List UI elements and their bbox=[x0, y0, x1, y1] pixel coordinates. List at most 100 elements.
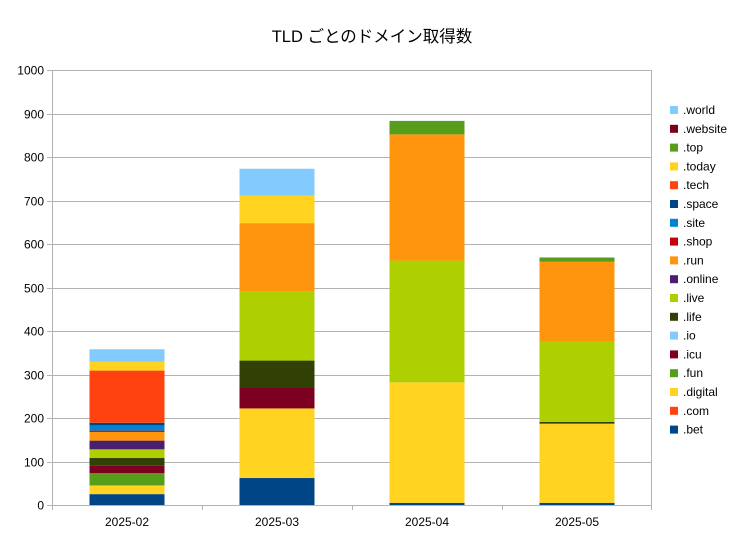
chart-title: TLD ごとのドメイン取得数 bbox=[272, 27, 473, 46]
bar-segment bbox=[539, 423, 615, 503]
legend-item: .website bbox=[670, 122, 727, 136]
legend-item: .site bbox=[670, 216, 705, 230]
legend-swatch bbox=[670, 181, 678, 190]
legend-label: .run bbox=[683, 253, 704, 267]
bar-segment bbox=[89, 494, 165, 505]
bar-segment bbox=[239, 387, 315, 409]
legend-swatch bbox=[670, 388, 678, 396]
y-tick-label: 500 bbox=[24, 282, 44, 296]
legend-item: .online bbox=[670, 272, 719, 286]
bar-segment bbox=[239, 290, 315, 361]
legend-item: .life bbox=[670, 310, 702, 324]
bar-segment bbox=[389, 502, 465, 505]
legend-item: .live bbox=[670, 291, 705, 305]
x-tick-label: 2025-02 bbox=[105, 515, 149, 529]
legend-item: .world bbox=[670, 103, 715, 117]
bar-segment bbox=[89, 349, 165, 362]
bar-segment bbox=[539, 421, 615, 424]
x-tick-label: 2025-05 bbox=[555, 515, 599, 529]
bar-segment bbox=[539, 261, 615, 342]
legend-item: .digital bbox=[670, 385, 718, 399]
legend-swatch bbox=[670, 425, 678, 434]
bar-segment bbox=[539, 341, 615, 422]
legend-swatch bbox=[670, 124, 678, 133]
legend-swatch bbox=[670, 331, 678, 340]
bar-segment bbox=[539, 502, 615, 505]
bar-segment bbox=[89, 430, 165, 432]
legend-label: .site bbox=[683, 216, 705, 230]
bar-segment bbox=[539, 257, 615, 262]
y-tick-label: 200 bbox=[24, 412, 44, 426]
legend-label: .tech bbox=[683, 178, 709, 192]
legend-item: .bet bbox=[670, 423, 704, 437]
bar-segment bbox=[89, 458, 165, 466]
legend-label: .icu bbox=[683, 347, 702, 361]
bar-segment bbox=[389, 382, 465, 503]
bar-segment bbox=[239, 223, 315, 291]
bar-segment bbox=[239, 195, 315, 224]
y-tick-label: 600 bbox=[24, 238, 44, 252]
legend-item: .space bbox=[670, 197, 719, 211]
legend-label: .space bbox=[683, 197, 719, 211]
legend-label: .life bbox=[683, 310, 702, 324]
bar-segment bbox=[89, 422, 165, 426]
legend-label: .online bbox=[683, 272, 719, 286]
x-tick-label: 2025-03 bbox=[255, 515, 299, 529]
legend-swatch bbox=[670, 237, 678, 246]
axes: 0 100 200 300 400 500 600 700 800 900 1000 2025-02 2… bbox=[17, 64, 652, 529]
bar-segment bbox=[239, 408, 315, 479]
bar-segment bbox=[239, 168, 315, 196]
bar-segment bbox=[89, 425, 165, 431]
bar-segment bbox=[89, 431, 165, 441]
legend-item: .fun bbox=[670, 366, 703, 380]
bar-segment bbox=[389, 120, 465, 135]
legend-item: .today bbox=[670, 159, 716, 173]
legend: .world .website .top .today .tech .space .site… bbox=[670, 103, 727, 437]
bars bbox=[89, 120, 615, 505]
y-tick-label: 900 bbox=[24, 108, 44, 122]
legend-swatch bbox=[670, 256, 678, 265]
y-tick-label: 800 bbox=[24, 151, 44, 165]
legend-item: .icu bbox=[670, 347, 702, 361]
bar-segment bbox=[89, 440, 165, 450]
y-tick-label: 0 bbox=[37, 499, 44, 513]
y-tick-label: 100 bbox=[24, 456, 44, 470]
bar-segment bbox=[389, 134, 465, 261]
legend-swatch bbox=[670, 162, 678, 171]
x-tick-label: 2025-04 bbox=[405, 515, 449, 529]
legend-swatch bbox=[670, 143, 678, 152]
legend-swatch bbox=[670, 350, 678, 359]
bar-segment bbox=[89, 465, 165, 474]
legend-label: .shop bbox=[683, 235, 713, 249]
legend-swatch bbox=[670, 294, 678, 302]
legend-swatch bbox=[670, 312, 678, 321]
legend-swatch bbox=[670, 218, 678, 227]
legend-label: .live bbox=[683, 291, 705, 305]
bar-segment bbox=[89, 473, 165, 486]
legend-label: .com bbox=[683, 404, 709, 418]
bar-segment bbox=[89, 449, 165, 459]
legend-item: .top bbox=[670, 141, 703, 155]
legend-item: .com bbox=[670, 404, 709, 418]
legend-label: .today bbox=[683, 159, 716, 173]
legend-swatch bbox=[670, 406, 678, 415]
y-tick-label: 400 bbox=[24, 325, 44, 339]
legend-label: .website bbox=[683, 122, 727, 136]
bar-segment bbox=[89, 370, 165, 423]
legend-item: .tech bbox=[670, 178, 709, 192]
legend-item: .shop bbox=[670, 235, 713, 249]
bar-segment bbox=[239, 478, 315, 505]
bar-segment bbox=[389, 260, 465, 383]
y-tick-label: 1000 bbox=[17, 64, 44, 78]
legend-label: .bet bbox=[683, 423, 704, 437]
legend-swatch bbox=[670, 106, 678, 114]
y-tick-label: 300 bbox=[24, 369, 44, 383]
legend-label: .io bbox=[683, 329, 696, 343]
legend-swatch bbox=[670, 369, 678, 378]
legend-swatch bbox=[670, 200, 678, 208]
bar-segment bbox=[89, 361, 165, 371]
legend-label: .fun bbox=[683, 366, 703, 380]
bar-segment bbox=[239, 360, 315, 388]
